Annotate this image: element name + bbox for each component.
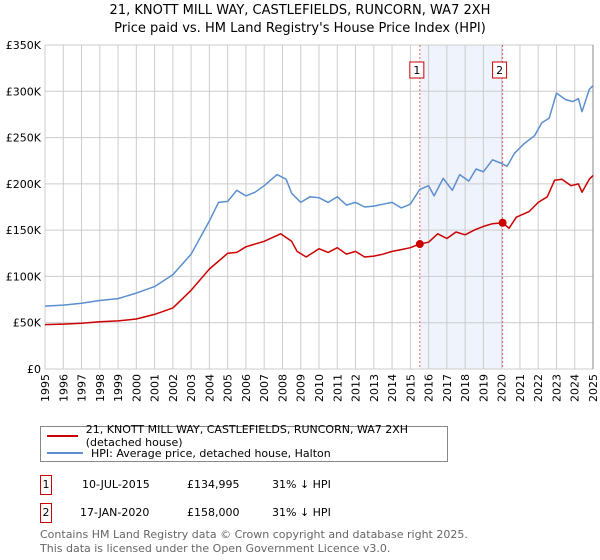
transaction-marker: 1 xyxy=(40,475,52,495)
sale-point xyxy=(498,218,507,227)
x-tick-label: 2007 xyxy=(258,374,271,402)
transaction-price: £134,995 xyxy=(187,478,240,491)
y-tick-label: £100K xyxy=(6,270,42,283)
x-tick-label: 2023 xyxy=(550,374,563,402)
x-tick-label: 2013 xyxy=(368,374,381,402)
sale-point xyxy=(415,240,424,249)
y-tick-label: £0 xyxy=(27,363,41,376)
x-tick-label: 2000 xyxy=(130,374,143,402)
x-tick-label: 2010 xyxy=(313,374,326,402)
x-tick-label: 1998 xyxy=(94,374,107,402)
x-tick-label: 2021 xyxy=(514,374,527,402)
subtitle-line: Price paid vs. HM Land Registry's House … xyxy=(114,21,486,36)
price-chart: 1995 1996 1997 1998 1999 2000 2001 2002 2003 2004… xyxy=(6,39,600,402)
x-tick-label: 2006 xyxy=(240,374,253,402)
x-tick-label: 2019 xyxy=(477,374,490,402)
y-tick-label: £250K xyxy=(6,132,42,145)
x-tick-label: 2024 xyxy=(569,374,582,402)
sale-marker-label: 2 xyxy=(496,64,503,77)
transaction-marker: 2 xyxy=(40,503,52,523)
sale-marker-label: 1 xyxy=(413,64,420,77)
x-tick-label: 2001 xyxy=(149,374,162,402)
x-tick-label: 2012 xyxy=(350,374,363,402)
transaction-date: 17-JAN-2020 xyxy=(80,506,150,519)
x-tick-label: 2017 xyxy=(441,374,454,402)
x-tick-label: 2022 xyxy=(532,374,545,402)
legend: 21, KNOTT MILL WAY, CASTLEFIELDS, RUNCOR… xyxy=(40,423,448,462)
x-tick-label: 2014 xyxy=(386,374,399,402)
footer-line: This data is licensed under the Open Gov… xyxy=(40,542,391,555)
legend-item-hpi: HPI: Average price, detached house, Halt… xyxy=(47,445,331,461)
transaction-price: £158,000 xyxy=(187,506,240,519)
x-tick-label: 2025 xyxy=(587,374,600,402)
legend-swatch-blue xyxy=(47,452,83,454)
x-tick-label: 2003 xyxy=(185,374,198,402)
x-tick-label: 2011 xyxy=(331,374,344,402)
legend-label: 21, KNOTT MILL WAY, CASTLEFIELDS, RUNCOR… xyxy=(85,423,409,449)
x-tick-label: 1995 xyxy=(39,374,52,402)
y-tick-label: £200K xyxy=(6,178,42,191)
x-tick-label: 2015 xyxy=(404,374,417,402)
x-tick-label: 2020 xyxy=(496,374,509,402)
y-tick-label: £300K xyxy=(6,85,42,98)
x-tick-label: 2008 xyxy=(276,374,289,402)
legend-label: HPI: Average price, detached house, Halt… xyxy=(91,446,331,460)
series-line xyxy=(44,85,594,307)
x-tick-label: 2005 xyxy=(222,374,235,402)
chart-title: 21, KNOTT MILL WAY, CASTLEFIELDS, RUNCOR… xyxy=(0,2,600,38)
sale-marker-box xyxy=(492,61,508,79)
x-tick-label: 2009 xyxy=(295,374,308,402)
title-line: 21, KNOTT MILL WAY, CASTLEFIELDS, RUNCOR… xyxy=(109,3,491,18)
legend-swatch-red xyxy=(47,435,78,437)
legend-item-property: 21, KNOTT MILL WAY, CASTLEFIELDS, RUNCOR… xyxy=(47,423,447,449)
y-tick-label: £50K xyxy=(13,317,42,330)
x-tick-label: 1999 xyxy=(112,374,125,402)
x-tick-label: 1997 xyxy=(76,374,89,402)
x-tick-label: 2004 xyxy=(203,374,216,402)
footer-line: Contains HM Land Registry data © Crown c… xyxy=(40,528,468,541)
sale-marker-box xyxy=(409,61,425,79)
transaction-diff: 31% ↓ HPI xyxy=(272,506,331,519)
transaction-date: 10-JUL-2015 xyxy=(82,478,150,491)
x-tick-label: 2002 xyxy=(167,374,180,402)
x-tick-label: 2018 xyxy=(459,374,472,402)
x-tick-label: 2016 xyxy=(423,374,436,402)
y-tick-label: £150K xyxy=(6,224,42,237)
y-tick-label: £350K xyxy=(6,39,42,52)
transaction-diff: 31% ↓ HPI xyxy=(272,478,331,491)
series-line xyxy=(44,174,594,326)
x-tick-label: 1996 xyxy=(57,374,70,402)
sale-period-shade xyxy=(419,45,503,369)
footer: Contains HM Land Registry data © Crown c… xyxy=(40,528,468,556)
